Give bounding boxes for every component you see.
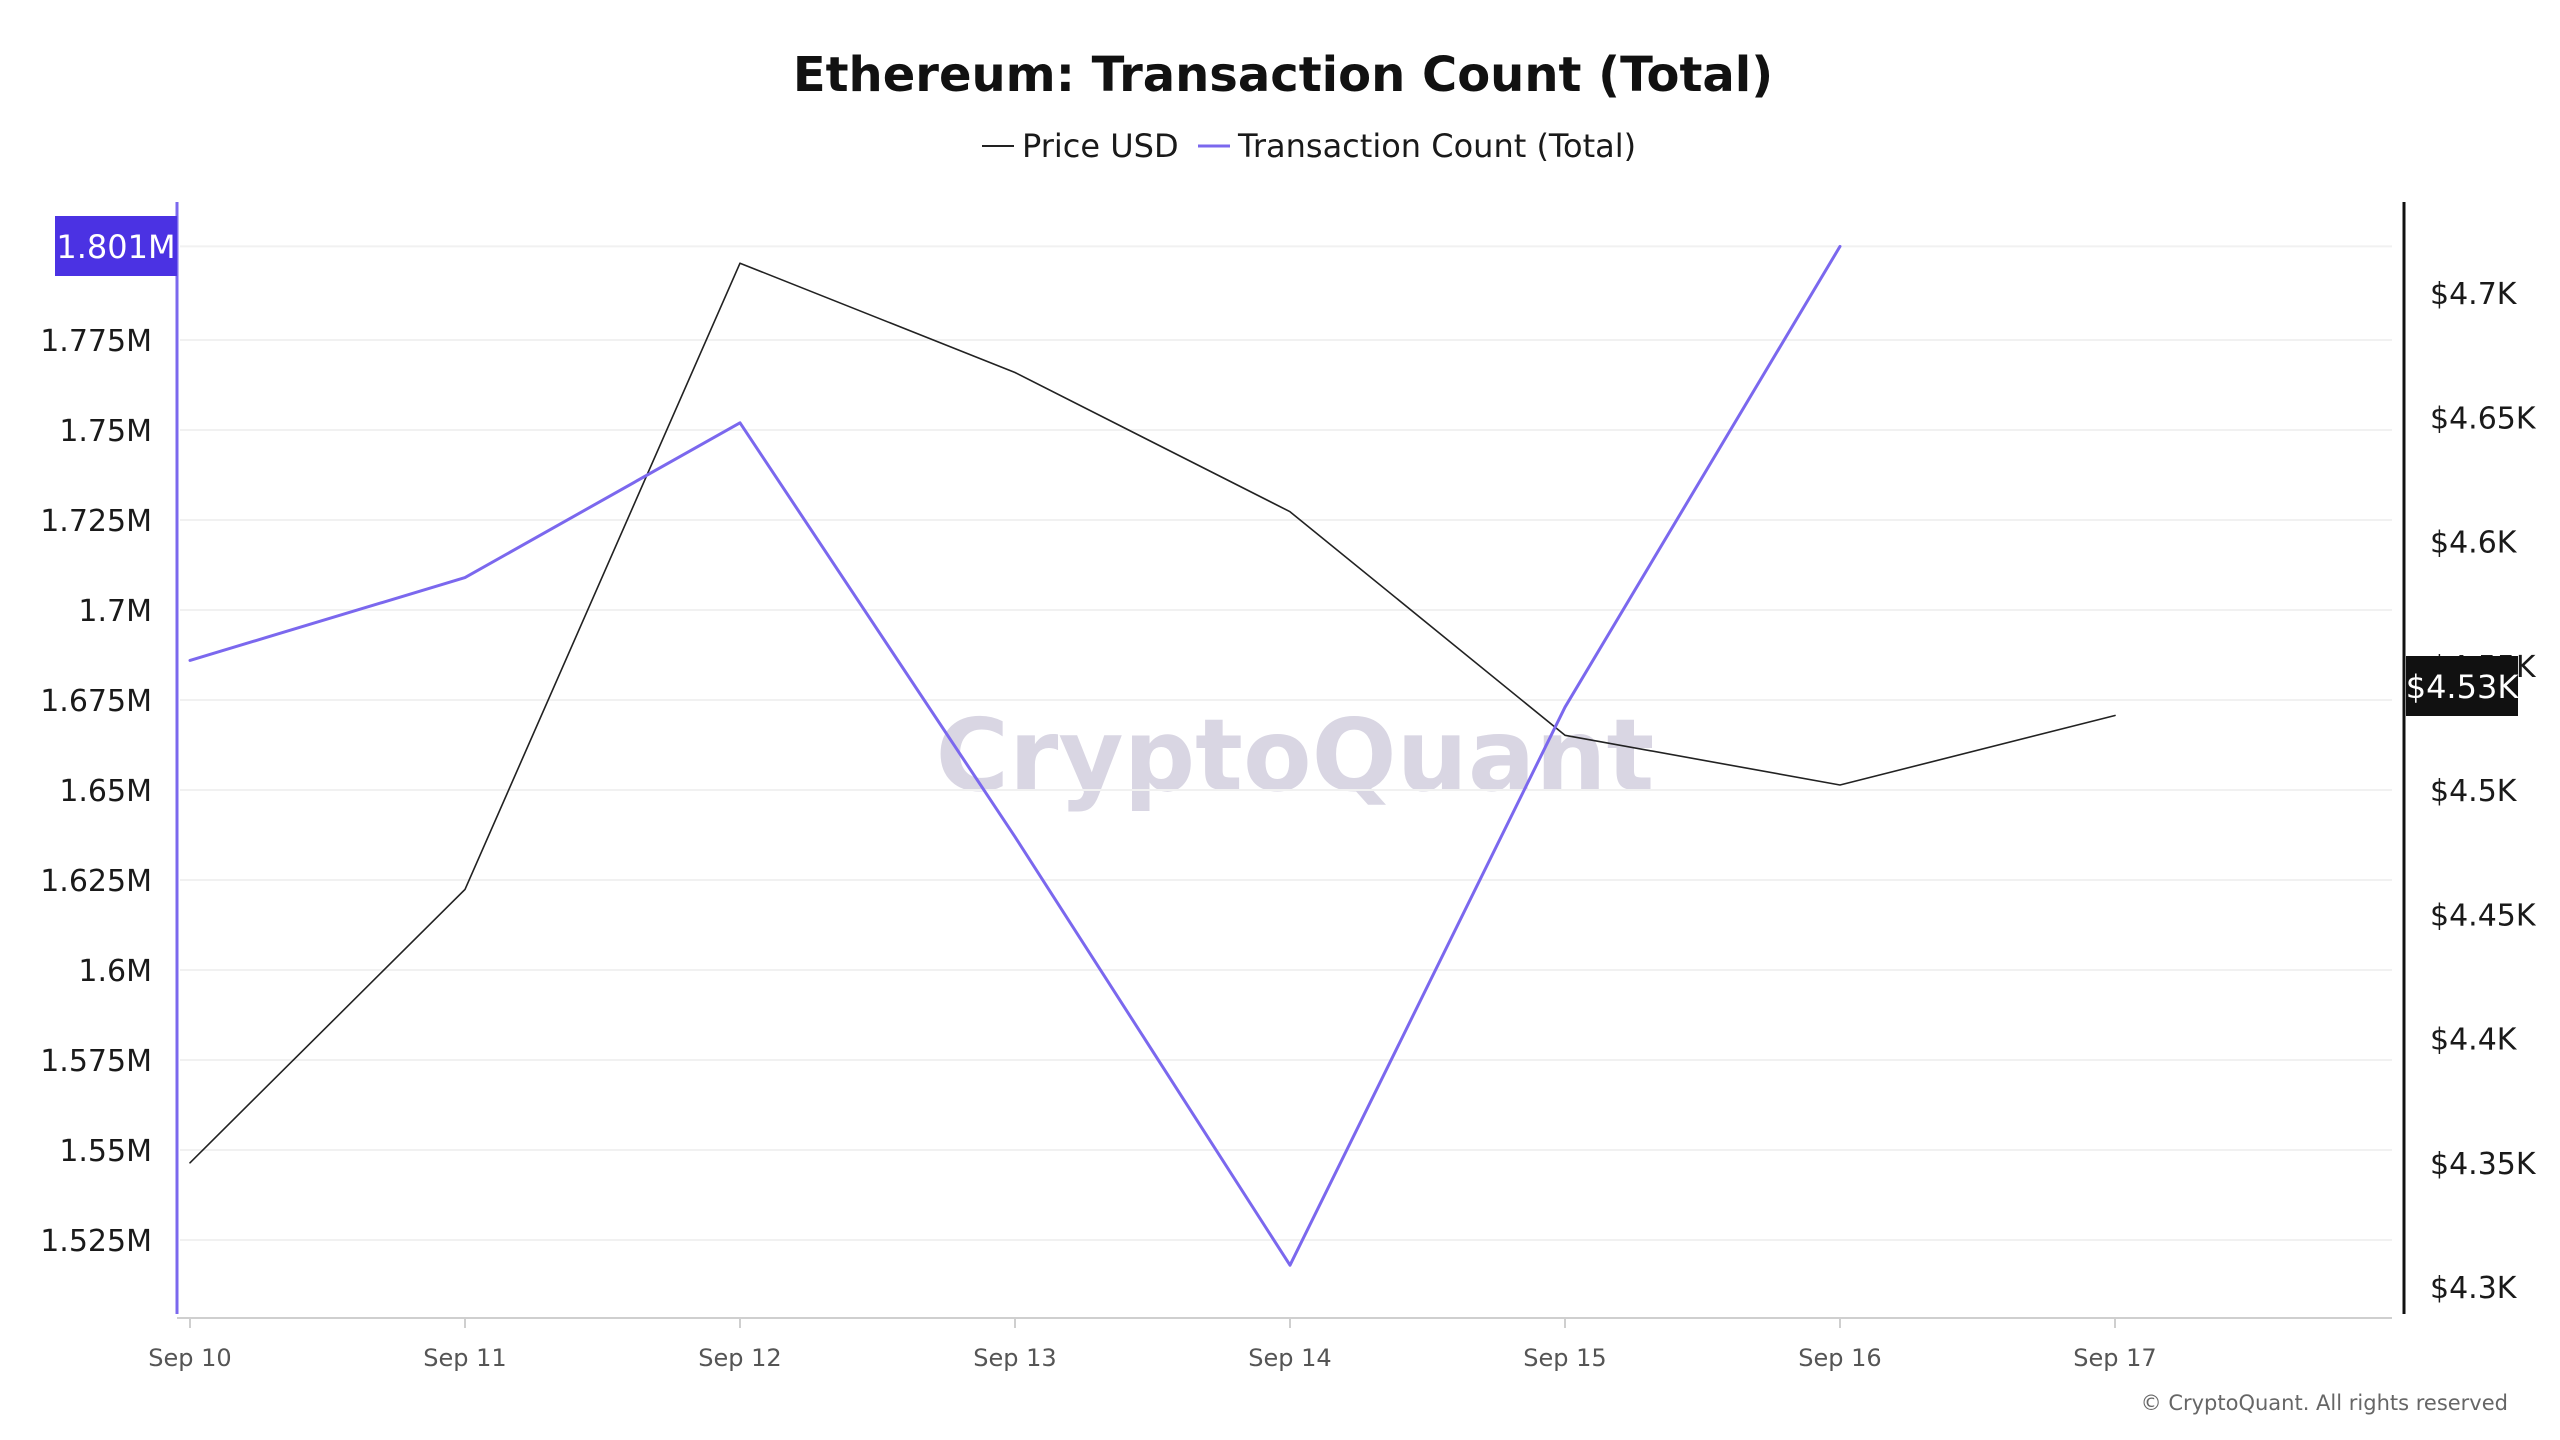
left-current-badge: 1.801M [55, 216, 177, 276]
left-tick-label: 1.775M [40, 324, 152, 359]
copyright: © CryptoQuant. All rights reserved [2141, 1391, 2508, 1415]
x-tick-label: Sep 14 [1248, 1344, 1331, 1372]
x-tick-label: Sep 13 [973, 1344, 1056, 1372]
right-axis-ticks: $4.3K$4.35K$4.4K$4.45K$4.5K$4.55K$4.6K$4… [2430, 277, 2537, 1306]
series-line-transaction-count [188, 244, 1842, 1267]
left-tick-label: 1.625M [40, 864, 152, 899]
left-axis-ticks: 1.525M 1.55M 1.575M 1.6M 1.625M 1.65M 1.675M 1.… [40, 324, 152, 1259]
left-tick-label: 1.65M [59, 774, 152, 809]
right-tick-label: $4.65K [2430, 401, 2537, 436]
left-tick-label: 1.525M [40, 1224, 152, 1259]
right-tick-label: $4.6K [2430, 526, 2518, 561]
right-tick-label: $4.7K [2430, 277, 2518, 312]
watermark: CryptoQuant [936, 697, 1655, 814]
x-tick-label: Sep 10 [148, 1344, 231, 1372]
chart-title: Ethereum: Transaction Count (Total) [793, 47, 1773, 103]
x-tick-label: Sep 17 [2073, 1344, 2156, 1372]
left-tick-label: 1.7M [78, 594, 152, 629]
right-tick-label: $4.5K [2430, 774, 2518, 809]
x-tick-label: Sep 16 [1798, 1344, 1881, 1372]
left-tick-label: 1.725M [40, 504, 152, 539]
x-axis-ticks: Sep 10 Sep 11 Sep 12 Sep 13 Sep 14 Sep 15 Sep … [148, 1318, 2157, 1372]
left-tick-label: 1.575M [40, 1044, 152, 1079]
left-current-badge-bg [55, 216, 177, 276]
right-current-badge-bg [2406, 656, 2518, 716]
right-current-badge-label: $4.53K [2406, 668, 2520, 706]
legend-label-price[interactable]: Price USD [1022, 127, 1179, 165]
x-tick-label: Sep 12 [698, 1344, 781, 1372]
x-tick-label: Sep 15 [1523, 1344, 1606, 1372]
left-current-badge-label: 1.801M [56, 228, 175, 266]
right-tick-label: $4.4K [2430, 1023, 2518, 1058]
axes [175, 202, 2406, 1319]
left-tick-label: 1.55M [59, 1134, 152, 1169]
legend-label-tx-count[interactable]: Transaction Count (Total) [1237, 127, 1636, 165]
right-current-badge: $4.53K [2406, 656, 2520, 716]
legend: Price USD Transaction Count (Total) [982, 127, 1636, 165]
left-tick-label: 1.675M [40, 684, 152, 719]
series [188, 244, 2116, 1267]
gridlines [180, 245, 2392, 1241]
x-tick-label: Sep 11 [423, 1344, 506, 1372]
right-tick-label: $4.45K [2430, 898, 2537, 933]
right-tick-label: $4.35K [2430, 1147, 2537, 1182]
right-tick-label: $4.3K [2430, 1271, 2518, 1306]
left-tick-label: 1.75M [59, 414, 152, 449]
series-line-price-usd [189, 262, 2116, 1164]
left-tick-label: 1.6M [78, 954, 152, 989]
